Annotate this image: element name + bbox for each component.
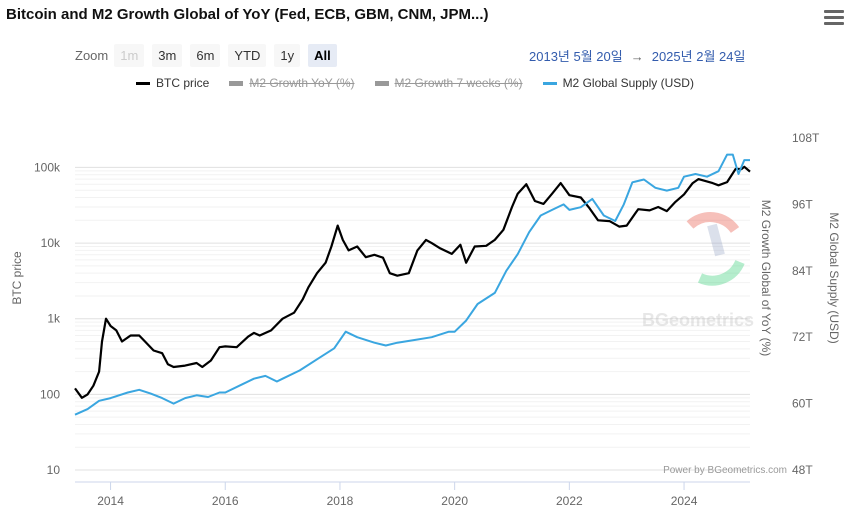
range-arrow: → bbox=[630, 49, 644, 64]
x-tick-label: 2022 bbox=[556, 494, 583, 508]
x-tick-label: 2020 bbox=[441, 494, 468, 508]
legend-symbol bbox=[229, 80, 244, 86]
zoom-label: Zoom bbox=[75, 48, 109, 63]
x-tick-label: 2016 bbox=[212, 494, 239, 508]
credit-text[interactable]: Power by BGeometrics.com bbox=[663, 465, 787, 476]
btc-price-line bbox=[74, 165, 751, 399]
range-from[interactable]: 2013년 5월 20일 bbox=[529, 49, 623, 64]
watermark-text: BGeometrics bbox=[642, 310, 754, 330]
menu-icon[interactable] bbox=[824, 10, 844, 26]
right-tick-label: 96T bbox=[792, 197, 813, 211]
left-tick-label: 100k bbox=[34, 160, 61, 174]
legend-item-m2-7w[interactable]: M2 Growth 7 weeks (%) bbox=[374, 76, 523, 90]
zoom-3m-button[interactable]: 3m bbox=[152, 44, 183, 67]
date-range: 2013년 5월 20일 → 2025년 2월 24일 bbox=[529, 46, 745, 65]
series-lines bbox=[74, 153, 751, 416]
right-tick-label: 84T bbox=[792, 264, 813, 278]
left-axis-title: BTC price bbox=[10, 251, 24, 305]
left-tick-label: 10 bbox=[47, 463, 61, 477]
legend: BTC price M2 Growth YoY (%) M2 Growth 7 … bbox=[136, 76, 714, 90]
zoom-ytd-button[interactable]: YTD bbox=[228, 44, 267, 67]
grid-lines bbox=[75, 166, 750, 471]
legend-symbol bbox=[374, 80, 389, 86]
watermark-logo: BGeometrics bbox=[642, 212, 754, 330]
zoom-1m-button[interactable]: 1m bbox=[114, 44, 145, 67]
left-tick-label: 100 bbox=[40, 387, 60, 401]
legend-symbol bbox=[542, 81, 557, 85]
right-axis-2-title: M2 Global Supply (USD) bbox=[827, 212, 841, 343]
left-tick-label: 1k bbox=[47, 312, 61, 326]
legend-item-m2-yoy[interactable]: M2 Growth YoY (%) bbox=[229, 76, 355, 90]
legend-item-m2-supply[interactable]: M2 Global Supply (USD) bbox=[542, 76, 694, 90]
right-axis-1-title: M2 Growth Global of YoY (%) bbox=[759, 200, 773, 357]
legend-symbol bbox=[136, 81, 150, 85]
axis-ticks: 10 100 1k 10k 100k 48T 60T 72T 84T 96T 108T 2014 201… bbox=[34, 131, 820, 508]
zoom-6m-button[interactable]: 6m bbox=[190, 44, 221, 67]
x-tick-label: 2018 bbox=[327, 494, 354, 508]
zoom-all-button[interactable]: All bbox=[308, 44, 337, 67]
right-tick-label: 108T bbox=[792, 131, 820, 145]
right-tick-label: 72T bbox=[792, 330, 813, 344]
x-tick-label: 2014 bbox=[97, 494, 124, 508]
m2-supply-line bbox=[74, 153, 750, 416]
right-tick-label: 60T bbox=[792, 397, 813, 411]
chart-title: Bitcoin and M2 Growth Global of YoY (Fed… bbox=[6, 6, 489, 23]
left-tick-label: 10k bbox=[41, 236, 61, 250]
legend-item-btc[interactable]: BTC price bbox=[136, 76, 209, 90]
zoom-selector: Zoom 1m 3m 6m YTD 1y All bbox=[75, 44, 345, 67]
zoom-1y-button[interactable]: 1y bbox=[274, 44, 301, 67]
legend-label: M2 Growth 7 weeks (%) bbox=[394, 76, 523, 90]
x-tick-label: 2024 bbox=[671, 494, 698, 508]
legend-label: M2 Global Supply (USD) bbox=[562, 76, 694, 90]
legend-label: BTC price bbox=[156, 76, 210, 90]
right-tick-label: 48T bbox=[792, 463, 813, 477]
range-to[interactable]: 2025년 2월 24일 bbox=[651, 49, 746, 64]
legend-label: M2 Growth YoY (%) bbox=[249, 76, 355, 90]
